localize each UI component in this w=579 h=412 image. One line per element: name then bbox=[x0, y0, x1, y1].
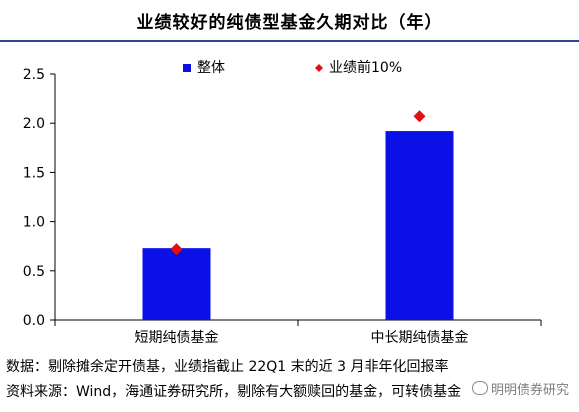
chart-title: 业绩较好的纯债型基金久期对比（年） bbox=[0, 0, 579, 42]
bar-overall bbox=[385, 131, 454, 320]
legend-swatch-top10 bbox=[315, 64, 323, 72]
x-category-label: 短期纯债基金 bbox=[135, 329, 219, 346]
y-tick-label: 1.5 bbox=[23, 165, 45, 181]
bar-overall bbox=[142, 248, 211, 320]
chart-axes: 0.0 0.5 1.0 1.5 2.0 2.5 短期纯债基金 中长期纯债基金 bbox=[23, 67, 542, 346]
bar-chart: 0.0 0.5 1.0 1.5 2.0 2.5 短期纯债基金 中长期纯债基金 整体 业绩前10% bbox=[23, 59, 542, 346]
source-note: 资料来源：Wind，海通证券研究所，剔除有大额赎回的基金，可转债基金 bbox=[6, 384, 462, 400]
y-tick-label: 0.0 bbox=[23, 313, 45, 329]
data-note: 数据：剔除摊余定开债基，业绩指截止 22Q1 末的近 3 月非年化回报率 bbox=[6, 359, 449, 375]
chart-markers bbox=[170, 110, 426, 256]
y-tick-label: 1.0 bbox=[23, 215, 45, 231]
legend-label-top10: 业绩前10% bbox=[329, 59, 402, 76]
marker-top10 bbox=[413, 110, 426, 123]
wechat-icon bbox=[471, 381, 488, 395]
legend-label-overall: 整体 bbox=[197, 60, 225, 76]
y-tick-label: 2.5 bbox=[23, 67, 45, 83]
watermark: 明明债券研究 bbox=[469, 379, 571, 398]
chart-legend: 整体 业绩前10% bbox=[183, 59, 402, 76]
watermark-text: 明明债券研究 bbox=[490, 383, 569, 398]
x-category-label: 中长期纯债基金 bbox=[371, 329, 469, 346]
marker-top10 bbox=[170, 243, 183, 256]
y-tick-label: 0.5 bbox=[23, 264, 45, 280]
chart-bars bbox=[142, 131, 454, 320]
legend-swatch-overall bbox=[183, 64, 191, 72]
y-tick-label: 2.0 bbox=[23, 116, 45, 132]
